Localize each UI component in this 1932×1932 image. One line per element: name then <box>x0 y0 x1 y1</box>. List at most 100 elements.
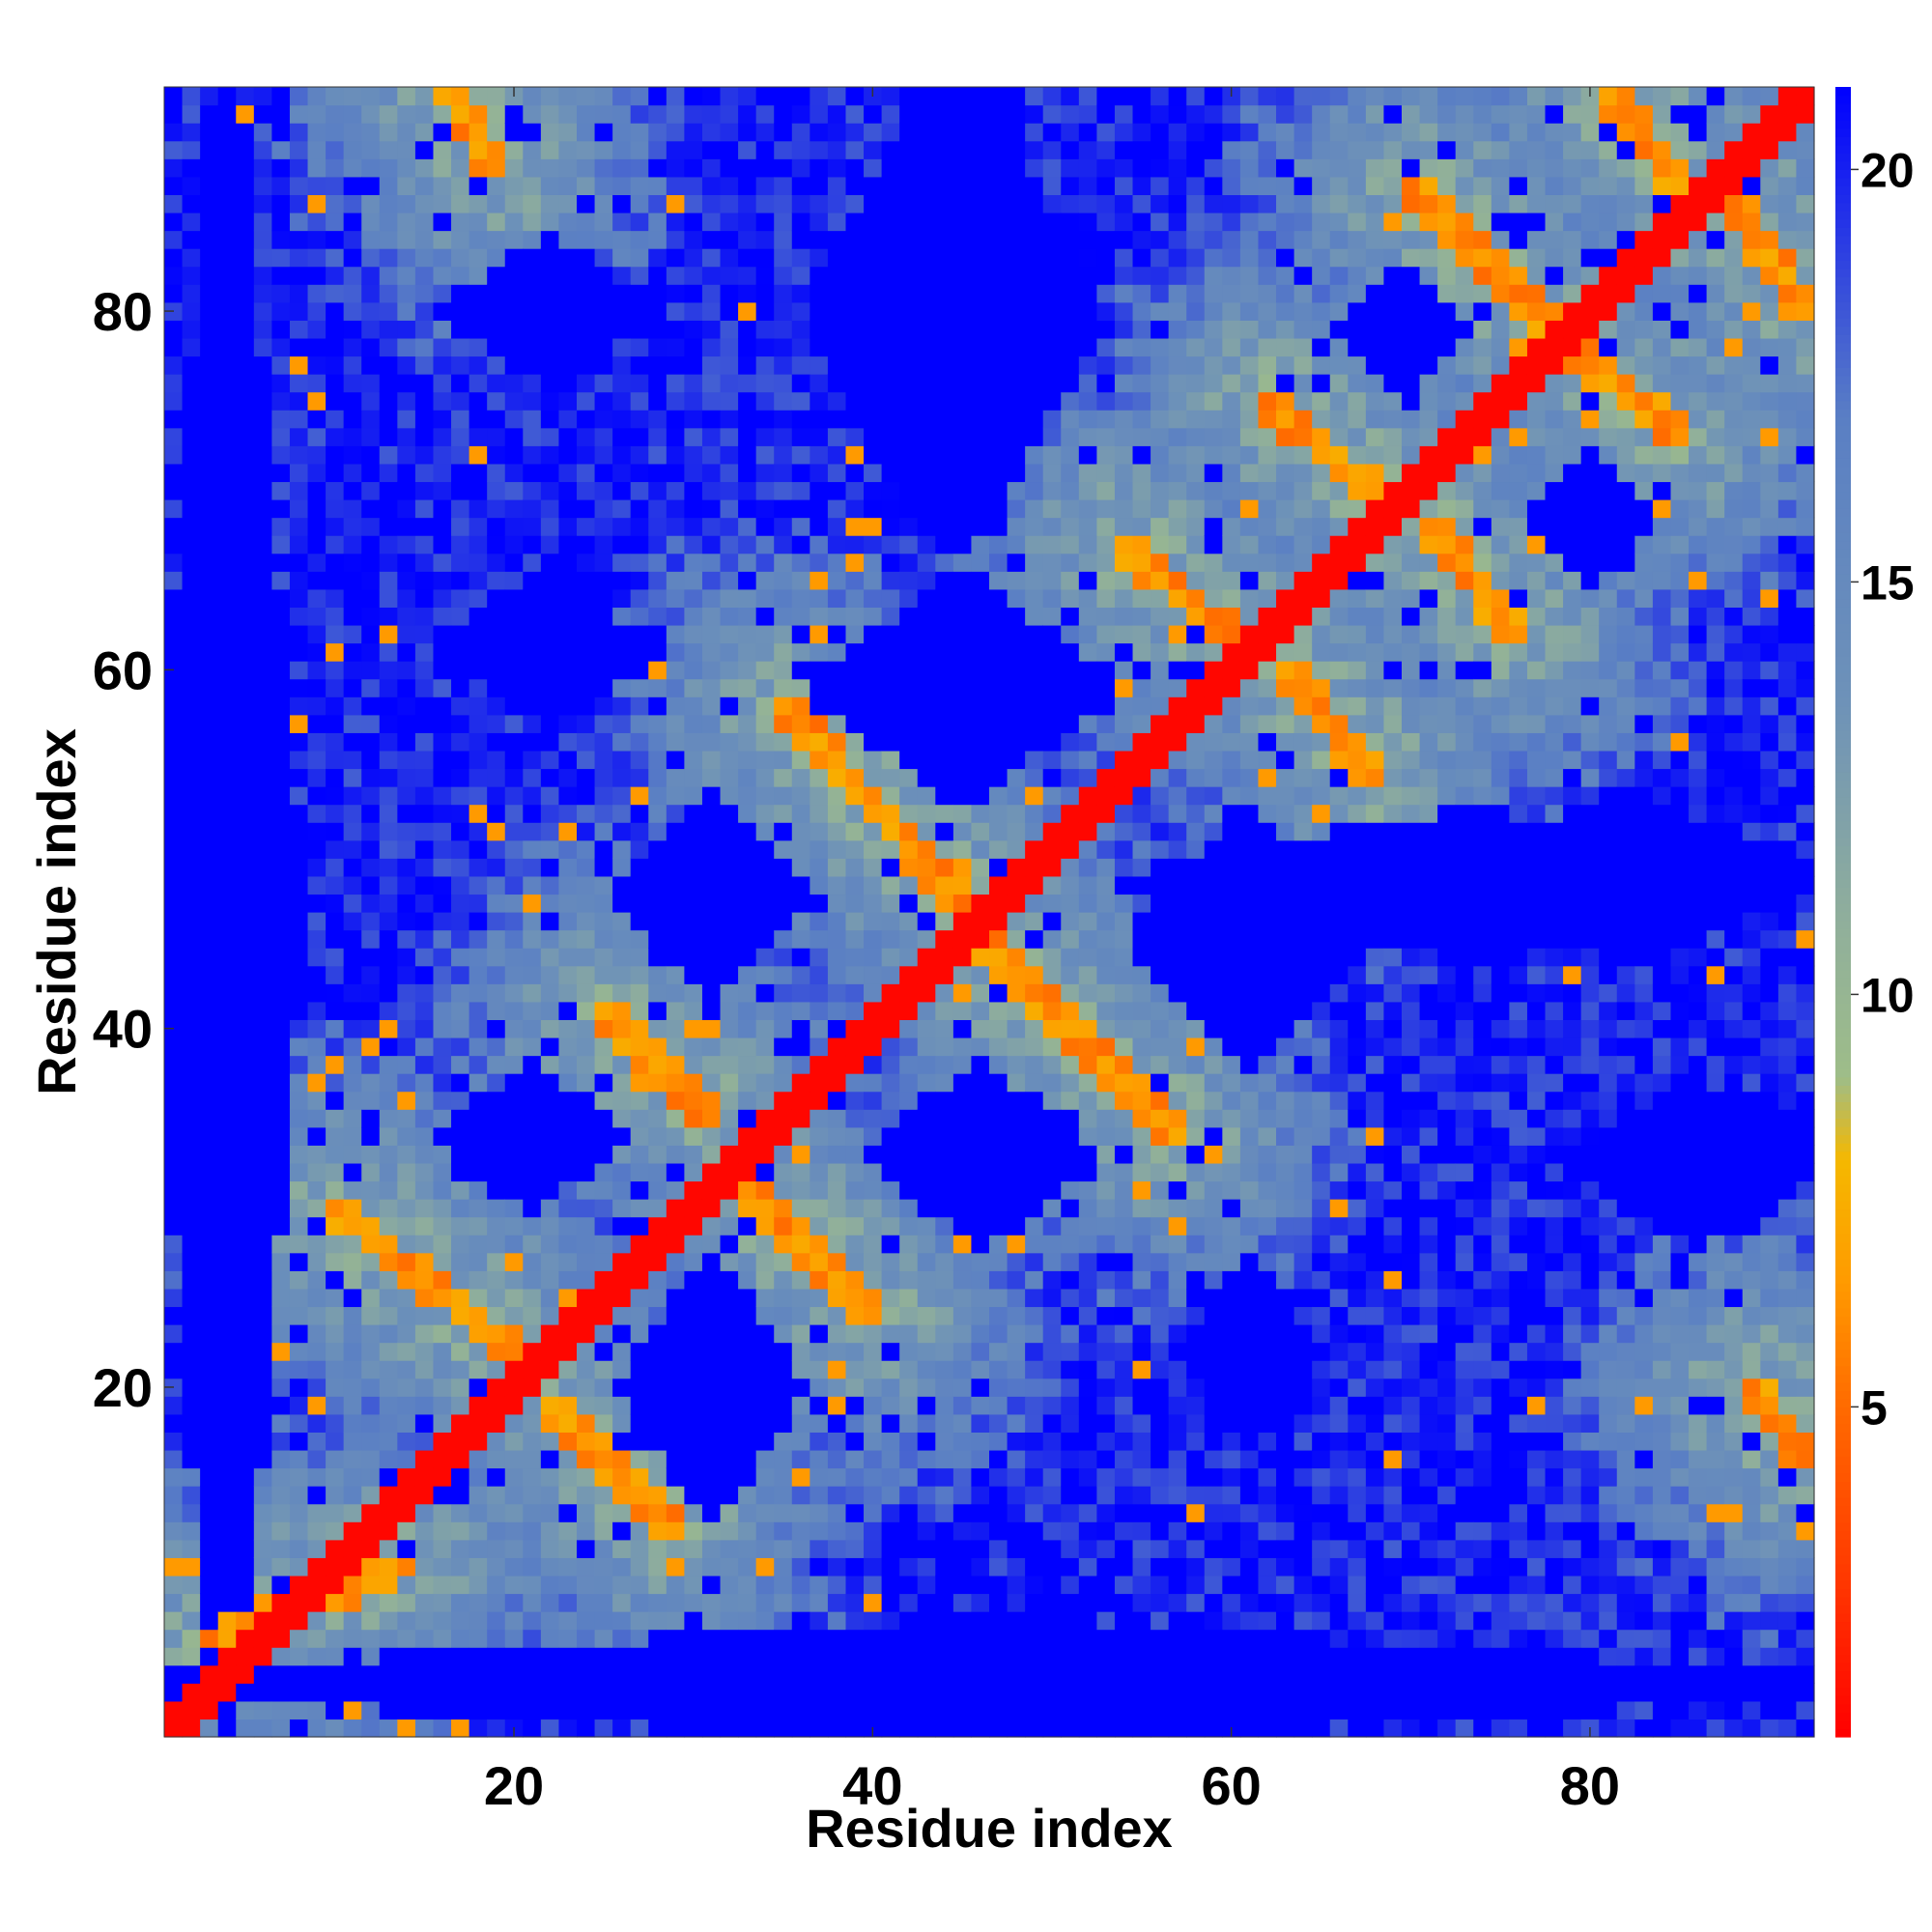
heatmap-cell <box>612 481 632 500</box>
heatmap-cell <box>594 1288 613 1308</box>
heatmap-cell <box>648 1486 668 1505</box>
heatmap-cell <box>666 571 685 590</box>
heatmap-cell <box>487 1449 506 1469</box>
heatmap-cell <box>451 1449 470 1469</box>
heatmap-cell <box>648 1180 668 1200</box>
heatmap-cell <box>774 678 793 697</box>
heatmap-cell <box>989 1647 1009 1666</box>
heatmap-cell <box>1096 571 1116 590</box>
heatmap-cell <box>414 1073 435 1093</box>
heatmap-cell <box>755 158 775 178</box>
heatmap-cell <box>182 1593 201 1612</box>
heatmap-cell <box>684 696 703 716</box>
heatmap-cell <box>1132 1683 1151 1702</box>
heatmap-cell <box>612 696 632 716</box>
heatmap-cell <box>917 140 936 159</box>
heatmap-cell <box>1007 1611 1026 1631</box>
heatmap-cell <box>701 839 722 859</box>
heatmap-cell <box>935 1235 954 1254</box>
heatmap-cell <box>487 983 506 1003</box>
heatmap-cell <box>612 1557 632 1577</box>
heatmap-cell <box>1114 929 1134 949</box>
heatmap-cell <box>1132 1413 1151 1433</box>
heatmap-cell <box>720 176 739 195</box>
heatmap-cell <box>504 965 524 984</box>
heatmap-cell <box>523 1557 542 1577</box>
heatmap-cell <box>720 1521 739 1541</box>
heatmap-cell <box>200 1360 219 1379</box>
heatmap-cell <box>1096 624 1116 644</box>
heatmap-cell <box>971 337 990 357</box>
heatmap-cell <box>774 768 793 787</box>
heatmap-cell <box>989 1288 1009 1308</box>
heatmap-cell <box>989 822 1009 841</box>
heatmap-cell <box>666 894 685 913</box>
heatmap-cell <box>487 158 506 178</box>
heatmap-cell <box>236 858 255 877</box>
heatmap-cell <box>487 1162 506 1182</box>
heatmap-cell <box>1096 965 1116 984</box>
heatmap-cell <box>414 535 435 554</box>
heatmap-cell <box>864 750 883 770</box>
heatmap-cell <box>469 1719 488 1738</box>
heatmap-cell <box>577 1611 596 1631</box>
heatmap-cell <box>433 445 452 465</box>
heatmap-cell <box>326 391 345 411</box>
heatmap-cell <box>952 248 973 268</box>
heatmap-cell <box>1096 678 1116 697</box>
heatmap-cell <box>540 158 560 178</box>
heatmap-cell <box>1078 158 1097 178</box>
heatmap-cell <box>1007 158 1026 178</box>
heatmap-cell <box>433 355 452 375</box>
heatmap-cell <box>774 104 793 124</box>
heatmap-cell <box>899 750 919 770</box>
heatmap-cell <box>1096 786 1116 806</box>
heatmap-cell <box>523 624 542 644</box>
heatmap-cell <box>1061 1413 1080 1433</box>
heatmap-cell <box>217 266 237 285</box>
heatmap-cell <box>738 1126 757 1146</box>
heatmap-cell <box>451 875 470 895</box>
heatmap-cell <box>326 894 345 913</box>
heatmap-cell <box>451 445 470 465</box>
heatmap-cell <box>666 750 685 770</box>
heatmap-cell <box>414 301 435 321</box>
heatmap-cell <box>326 176 345 195</box>
heatmap-cell <box>827 965 847 984</box>
heatmap-cell <box>701 535 722 554</box>
heatmap-cell <box>1114 481 1134 500</box>
heatmap-cell <box>200 248 219 268</box>
heatmap-cell <box>200 1180 219 1200</box>
heatmap-cell <box>774 588 793 608</box>
heatmap-cell <box>845 445 865 465</box>
heatmap-cell <box>307 1288 327 1308</box>
heatmap-cell <box>845 1647 865 1666</box>
heatmap-cell <box>326 1557 345 1577</box>
heatmap-cell <box>200 1432 219 1451</box>
heatmap-cell <box>971 1216 990 1236</box>
heatmap-cell <box>774 1037 793 1057</box>
heatmap-cell <box>989 732 1009 752</box>
heatmap-cell <box>343 301 362 321</box>
heatmap-cell <box>791 1432 810 1451</box>
heatmap-cell <box>720 732 739 752</box>
heatmap-cell <box>864 1557 883 1577</box>
heatmap-cell <box>379 1629 398 1648</box>
heatmap-cell <box>630 714 649 733</box>
heatmap-cell <box>504 1449 524 1469</box>
heatmap-cell <box>989 1486 1009 1505</box>
heatmap-cell <box>899 1109 919 1128</box>
heatmap-cell <box>469 1199 488 1218</box>
heatmap-cell <box>271 1575 291 1595</box>
heatmap-cell <box>952 875 973 895</box>
heatmap-cell <box>738 822 757 841</box>
heatmap-cell <box>684 1162 703 1182</box>
heatmap-cell <box>164 965 184 984</box>
heatmap-cell <box>343 553 362 572</box>
heatmap-cell <box>487 1629 506 1648</box>
heatmap-cell <box>182 1073 201 1093</box>
heatmap-cell <box>414 1664 435 1684</box>
heatmap-cell <box>935 1109 954 1128</box>
heatmap-cell <box>684 983 703 1003</box>
heatmap-cell <box>379 1575 398 1595</box>
